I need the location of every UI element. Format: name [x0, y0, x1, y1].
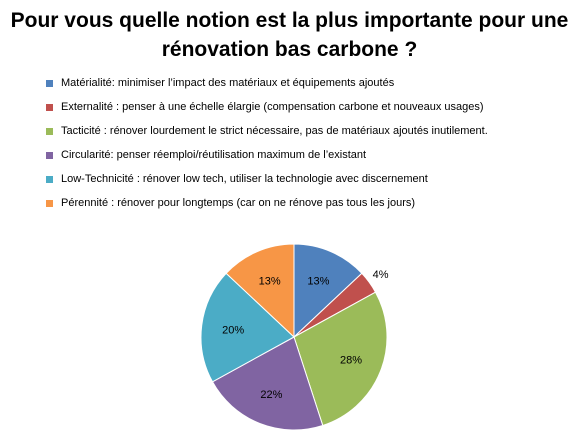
legend-item-externalite: Externalité : penser à une échelle élarg…	[46, 95, 566, 119]
legend-label-externalite: Externalité : penser à une échelle élarg…	[61, 101, 484, 113]
legend-item-perennite: Pérennité : rénover pour longtemps (car …	[46, 191, 566, 215]
data-label-perennite: 13%	[259, 276, 281, 288]
legend-label-materialite: Matérialité: minimiser l’impact des maté…	[61, 77, 395, 89]
chart-title: Pour vous quelle notion est la plus impo…	[0, 6, 579, 64]
legend-item-low-technicite: Low-Technicité : rénover low tech, utili…	[46, 167, 566, 191]
chart-title-line-2: rénovation bas carbone ?	[161, 38, 418, 61]
data-label-low-technicite: 20%	[222, 324, 244, 336]
data-label-tacticite: 28%	[340, 355, 362, 367]
legend-label-circularite: Circularité: penser réemploi/réutilisati…	[61, 149, 367, 161]
data-label-circularite: 22%	[260, 389, 282, 401]
pie-slice-tacticite	[293, 291, 388, 427]
legend-swatch-perennite	[46, 199, 53, 207]
legend-label-perennite: Pérennité : rénover pour longtemps (car …	[61, 197, 416, 209]
legend: Matérialité: minimiser l’impact des maté…	[46, 71, 566, 215]
legend-label-low-technicite: Low-Technicité : rénover low tech, utili…	[61, 173, 428, 185]
legend-item-tacticite: Tacticité : rénover lourdement le strict…	[46, 119, 566, 143]
legend-label-tacticite: Tacticité : rénover lourdement le strict…	[61, 125, 488, 137]
data-label-materialite: 13%	[307, 276, 329, 288]
legend-item-circularite: Circularité: penser réemploi/réutilisati…	[46, 143, 566, 167]
data-label-externalite: 4%	[373, 269, 389, 281]
chart-title-line-1: Pour vous quelle notion est la plus impo…	[10, 9, 569, 32]
pie-slice-low-technicite	[200, 272, 295, 383]
legend-swatch-tacticite	[46, 127, 53, 135]
legend-item-materialite: Matérialité: minimiser l’impact des maté…	[46, 71, 566, 95]
legend-swatch-externalite	[46, 103, 53, 111]
legend-swatch-low-technicite	[46, 175, 53, 183]
pie-slice-perennite	[225, 243, 295, 339]
legend-swatch-materialite	[46, 79, 53, 87]
pie-slice-circularite	[211, 336, 324, 431]
pie-slice-materialite	[293, 243, 363, 339]
legend-swatch-circularite	[46, 151, 53, 159]
